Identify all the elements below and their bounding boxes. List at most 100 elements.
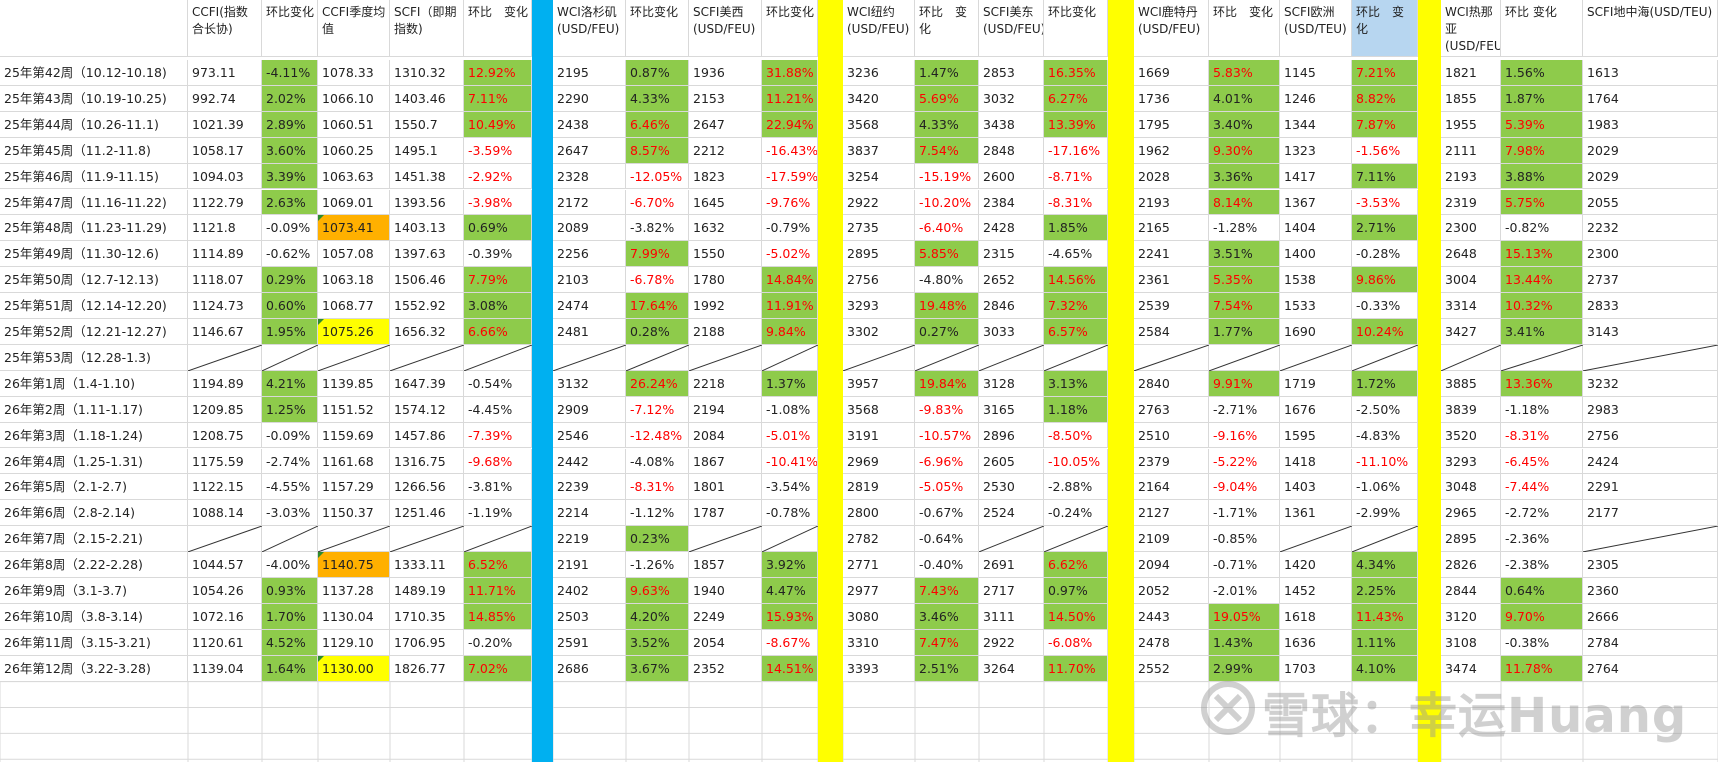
data-cell[interactable]: 1121.8 <box>188 215 262 242</box>
data-cell[interactable]: -0.79% <box>762 215 818 242</box>
column-header[interactable]: 环比 变化 <box>464 0 532 57</box>
data-cell[interactable]: 2717 <box>979 578 1044 604</box>
data-cell[interactable]: 3310 <box>843 629 915 656</box>
data-cell[interactable]: 1021.39 <box>188 111 262 138</box>
data-cell[interactable]: 0.69% <box>464 215 532 242</box>
data-cell[interactable]: 1452 <box>1280 578 1352 604</box>
data-cell[interactable]: 2737 <box>1583 267 1718 294</box>
data-cell[interactable]: 1246 <box>1280 85 1352 112</box>
data-cell[interactable]: 1129.10 <box>318 629 390 656</box>
column-header[interactable]: 环比变化 <box>1044 0 1108 57</box>
data-cell[interactable]: 1533 <box>1280 293 1352 319</box>
data-cell[interactable]: 973.11 <box>188 60 262 86</box>
row-label-cell[interactable]: 25年第44周（10.26-11.1) <box>0 111 188 138</box>
data-cell[interactable]: -8.50% <box>1044 422 1108 449</box>
data-cell[interactable]: 14.51% <box>762 655 818 682</box>
data-cell[interactable]: 3885 <box>1441 370 1501 397</box>
data-cell[interactable]: -1.06% <box>1352 474 1418 501</box>
data-cell[interactable]: 1506.46 <box>390 267 464 294</box>
data-cell[interactable]: 1719 <box>1280 370 1352 397</box>
data-cell[interactable]: -2.88% <box>1044 474 1108 501</box>
data-cell[interactable]: 13.44% <box>1501 267 1583 294</box>
data-cell[interactable]: 7.43% <box>915 578 979 604</box>
data-cell[interactable]: -3.53% <box>1352 189 1418 216</box>
data-cell[interactable]: 3236 <box>843 60 915 86</box>
data-cell[interactable]: -0.09% <box>262 422 318 449</box>
data-cell[interactable]: 2895 <box>843 241 915 268</box>
row-label-cell[interactable]: 26年第12周（3.22-3.28) <box>0 655 188 682</box>
data-cell[interactable]: -8.31% <box>1501 422 1583 449</box>
data-cell[interactable]: 9.84% <box>762 319 818 345</box>
data-cell[interactable]: 2241 <box>1134 241 1209 268</box>
data-cell[interactable]: 2328 <box>553 163 626 190</box>
data-cell[interactable]: 1574.12 <box>390 396 464 423</box>
data-cell[interactable]: 2218 <box>689 370 762 397</box>
row-label-cell[interactable]: 26年第4周（1.25-1.31) <box>0 448 188 475</box>
data-cell[interactable]: -17.16% <box>1044 137 1108 164</box>
data-cell[interactable]: 1.87% <box>1501 85 1583 112</box>
data-cell[interactable]: 1146.67 <box>188 319 262 345</box>
data-cell[interactable]: 1175.59 <box>188 448 262 475</box>
data-cell[interactable]: 0.93% <box>262 578 318 604</box>
data-cell[interactable]: 2194 <box>689 396 762 423</box>
data-cell[interactable]: 2428 <box>979 215 1044 242</box>
data-cell[interactable]: 1122.79 <box>188 189 262 216</box>
data-cell[interactable]: 1.95% <box>262 319 318 345</box>
data-cell[interactable]: 6.52% <box>464 552 532 578</box>
data-cell[interactable]: 1613 <box>1583 60 1718 86</box>
data-cell[interactable]: 11.71% <box>464 578 532 604</box>
data-cell[interactable]: 1130.00 <box>318 655 390 682</box>
data-cell[interactable]: 5.75% <box>1501 189 1583 216</box>
data-cell[interactable]: 1208.75 <box>188 422 262 449</box>
data-cell[interactable]: -9.68% <box>464 448 532 475</box>
data-cell[interactable]: 3.39% <box>262 163 318 190</box>
data-cell[interactable]: 1736 <box>1134 85 1209 112</box>
data-cell[interactable]: 2111 <box>1441 137 1501 164</box>
data-cell[interactable]: 1550.7 <box>390 111 464 138</box>
data-cell[interactable]: 1063.18 <box>318 267 390 294</box>
data-cell[interactable]: 19.84% <box>915 370 979 397</box>
row-label-cell[interactable]: 26年第7周（2.15-2.21) <box>0 526 188 553</box>
data-cell[interactable]: 2756 <box>843 267 915 294</box>
data-cell[interactable]: -4.11% <box>262 60 318 86</box>
data-cell[interactable]: 1323 <box>1280 137 1352 164</box>
data-cell[interactable]: 2481 <box>553 319 626 345</box>
data-cell[interactable]: 0.97% <box>1044 578 1108 604</box>
data-cell[interactable]: 1.77% <box>1209 319 1280 345</box>
data-cell[interactable]: 1417 <box>1280 163 1352 190</box>
data-cell[interactable]: 2219 <box>553 526 626 553</box>
data-cell[interactable]: 3.88% <box>1501 163 1583 190</box>
data-cell[interactable]: -0.62% <box>262 241 318 268</box>
data-cell[interactable]: -2.38% <box>1501 552 1583 578</box>
data-cell[interactable]: -4.45% <box>464 396 532 423</box>
data-cell[interactable]: 2300 <box>1441 215 1501 242</box>
data-cell[interactable]: -0.33% <box>1352 293 1418 319</box>
data-cell[interactable]: 1.43% <box>1209 629 1280 656</box>
data-cell[interactable]: -12.48% <box>626 422 689 449</box>
data-cell[interactable]: 13.36% <box>1501 370 1583 397</box>
data-cell[interactable]: 15.93% <box>762 603 818 630</box>
data-cell[interactable]: 2474 <box>553 293 626 319</box>
data-cell[interactable] <box>762 526 818 553</box>
data-cell[interactable] <box>1352 344 1418 371</box>
data-cell[interactable]: 2442 <box>553 448 626 475</box>
data-cell[interactable]: 3427 <box>1441 319 1501 345</box>
data-cell[interactable]: 1068.77 <box>318 293 390 319</box>
data-cell[interactable]: 1140.75 <box>318 552 390 578</box>
data-cell[interactable]: 2896 <box>979 422 1044 449</box>
data-cell[interactable]: 2052 <box>1134 578 1209 604</box>
data-cell[interactable]: 2647 <box>689 111 762 138</box>
data-cell[interactable]: 1094.03 <box>188 163 262 190</box>
data-cell[interactable]: 2546 <box>553 422 626 449</box>
data-cell[interactable]: 2195 <box>553 60 626 86</box>
data-cell[interactable]: 4.10% <box>1352 655 1418 682</box>
data-cell[interactable]: 9.70% <box>1501 603 1583 630</box>
data-cell[interactable]: 2.51% <box>915 655 979 682</box>
data-cell[interactable]: 9.30% <box>1209 137 1280 164</box>
data-cell[interactable]: 2969 <box>843 448 915 475</box>
data-cell[interactable]: -4.65% <box>1044 241 1108 268</box>
data-cell[interactable]: 7.02% <box>464 655 532 682</box>
data-cell[interactable]: 8.57% <box>626 137 689 164</box>
data-cell[interactable]: 1194.89 <box>188 370 262 397</box>
data-cell[interactable]: 1823 <box>689 163 762 190</box>
